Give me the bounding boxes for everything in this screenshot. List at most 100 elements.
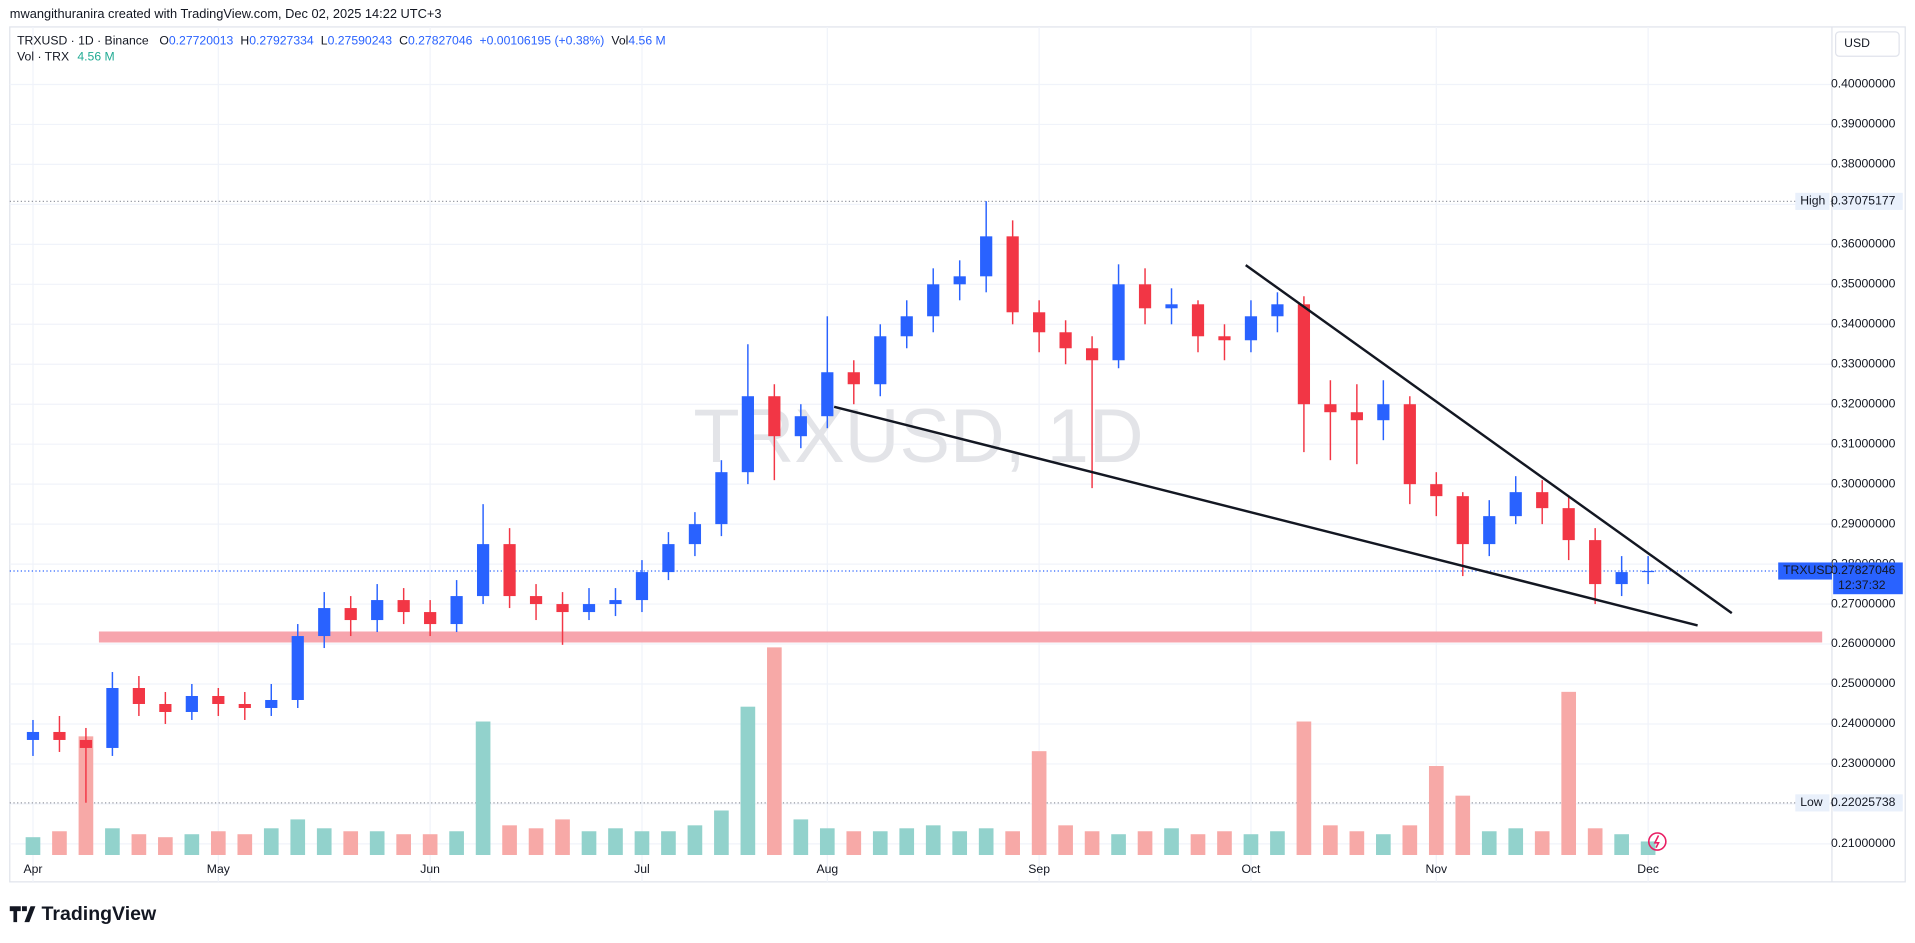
- volume-bar: [528, 828, 544, 855]
- volume-bar: [1031, 751, 1047, 855]
- volume-bar: [1455, 795, 1471, 855]
- candle-body: [185, 695, 198, 712]
- volume-bar: [1058, 825, 1073, 855]
- y-tick-label: 0.38000000: [1831, 157, 1896, 171]
- legend-h: 0.27927334: [249, 34, 314, 48]
- volume-bar: [290, 819, 306, 855]
- candle-body: [1536, 492, 1549, 509]
- candle-body: [503, 544, 516, 597]
- volume-bar: [661, 831, 676, 855]
- y-tick-label: 0.30000000: [1831, 476, 1896, 490]
- price-tag-countdown: 12:37:32: [1838, 578, 1886, 592]
- x-tick-label: Oct: [1241, 862, 1261, 876]
- candle-body: [556, 604, 569, 613]
- volume-bar: [158, 837, 173, 855]
- volume-bar: [581, 831, 597, 855]
- candle-body: [794, 416, 807, 437]
- volume-bar: [793, 819, 809, 855]
- volume-bar: [846, 831, 862, 855]
- volume-bar: [819, 828, 835, 855]
- trend-line-upper: [1245, 264, 1733, 615]
- volume-bar: [634, 831, 650, 855]
- candle-body: [1430, 484, 1443, 497]
- currency[interactable]: USD: [1844, 36, 1870, 50]
- trend-line-lower: [833, 405, 1698, 627]
- candles: [26, 201, 1655, 803]
- brand-logo: [9, 906, 36, 923]
- price-tag-symbol: TRXUSD: [1783, 563, 1833, 577]
- volume-bar: [1111, 834, 1126, 855]
- price-tag-box: [1833, 562, 1903, 595]
- candle-body: [344, 608, 357, 621]
- level-label: High: [1800, 194, 1825, 208]
- legend-l-label: L: [321, 34, 328, 48]
- volume-bar: [210, 831, 226, 855]
- candle-body: [1350, 412, 1363, 421]
- volume-bar: [396, 834, 411, 855]
- volume-bar: [767, 647, 782, 855]
- candle-body: [662, 544, 675, 573]
- volume-pane: [25, 647, 1656, 855]
- candle-body: [1589, 540, 1602, 585]
- volume-bar: [1640, 841, 1656, 855]
- candle-body: [1138, 284, 1152, 309]
- candle-body: [609, 600, 622, 605]
- candle-body: [768, 396, 781, 437]
- level-label-box: [1795, 192, 1830, 210]
- candle-body: [476, 544, 490, 597]
- x-tick-label: Jun: [420, 862, 440, 876]
- volume-bar: [1587, 828, 1603, 855]
- y-tick-label: 0.25000000: [1831, 676, 1896, 690]
- candle-body: [397, 600, 410, 613]
- chart-frame: [9, 26, 1906, 883]
- volume-bar: [502, 825, 517, 855]
- volume-bar: [1561, 691, 1577, 855]
- level-value: 0.37075177: [1831, 194, 1896, 208]
- alert-icon-bolt: [1653, 835, 1660, 849]
- legend-o: 0.27720013: [169, 34, 234, 48]
- x-tick-label: Jul: [634, 862, 650, 876]
- volume-bar: [1270, 831, 1285, 855]
- candle-body: [291, 636, 304, 700]
- candle-body: [450, 596, 463, 625]
- candle-body: [953, 276, 966, 285]
- candle-body: [79, 739, 93, 748]
- candle-body: [1615, 572, 1628, 585]
- volume-bar: [714, 810, 729, 855]
- candle-body: [635, 572, 649, 601]
- volume-bar: [555, 819, 570, 855]
- candle-body: [132, 688, 145, 704]
- candle-body: [1218, 336, 1231, 341]
- support-zone: [98, 631, 1823, 643]
- candle-body: [1271, 304, 1284, 317]
- candle-body: [371, 600, 384, 621]
- y-tick-label: 0.27000000: [1831, 596, 1896, 610]
- candle-body: [980, 236, 993, 277]
- volume-bar: [1508, 828, 1524, 855]
- volume-bar: [316, 828, 332, 855]
- candle-body: [238, 703, 251, 708]
- y-tick-label: 0.29000000: [1831, 516, 1896, 530]
- candle-body: [1297, 304, 1311, 405]
- candle-body: [1006, 236, 1019, 313]
- level-label-box: [1795, 794, 1830, 812]
- volume-bar: [1323, 825, 1338, 855]
- volume-bar: [369, 831, 385, 855]
- volume-bar: [1428, 766, 1444, 855]
- candle-body: [106, 688, 119, 748]
- volume-bar: [608, 828, 623, 855]
- volume-bar: [131, 834, 147, 855]
- volume-bar: [263, 828, 279, 855]
- currency-button[interactable]: [1835, 31, 1900, 57]
- y-tick-label: 0.35000000: [1831, 277, 1896, 291]
- level-value-box: [1833, 794, 1903, 812]
- volume-bar: [1243, 834, 1259, 855]
- y-tick-label: 0.31000000: [1831, 436, 1896, 450]
- y-tick-label: 0.24000000: [1831, 716, 1896, 730]
- alert-icon[interactable]: [1647, 832, 1667, 851]
- volume-bar: [978, 828, 994, 855]
- x-tick-label: Sep: [1028, 862, 1050, 876]
- x-tick-label: May: [207, 862, 231, 876]
- candle-body: [847, 372, 860, 385]
- candle-body: [1033, 312, 1046, 333]
